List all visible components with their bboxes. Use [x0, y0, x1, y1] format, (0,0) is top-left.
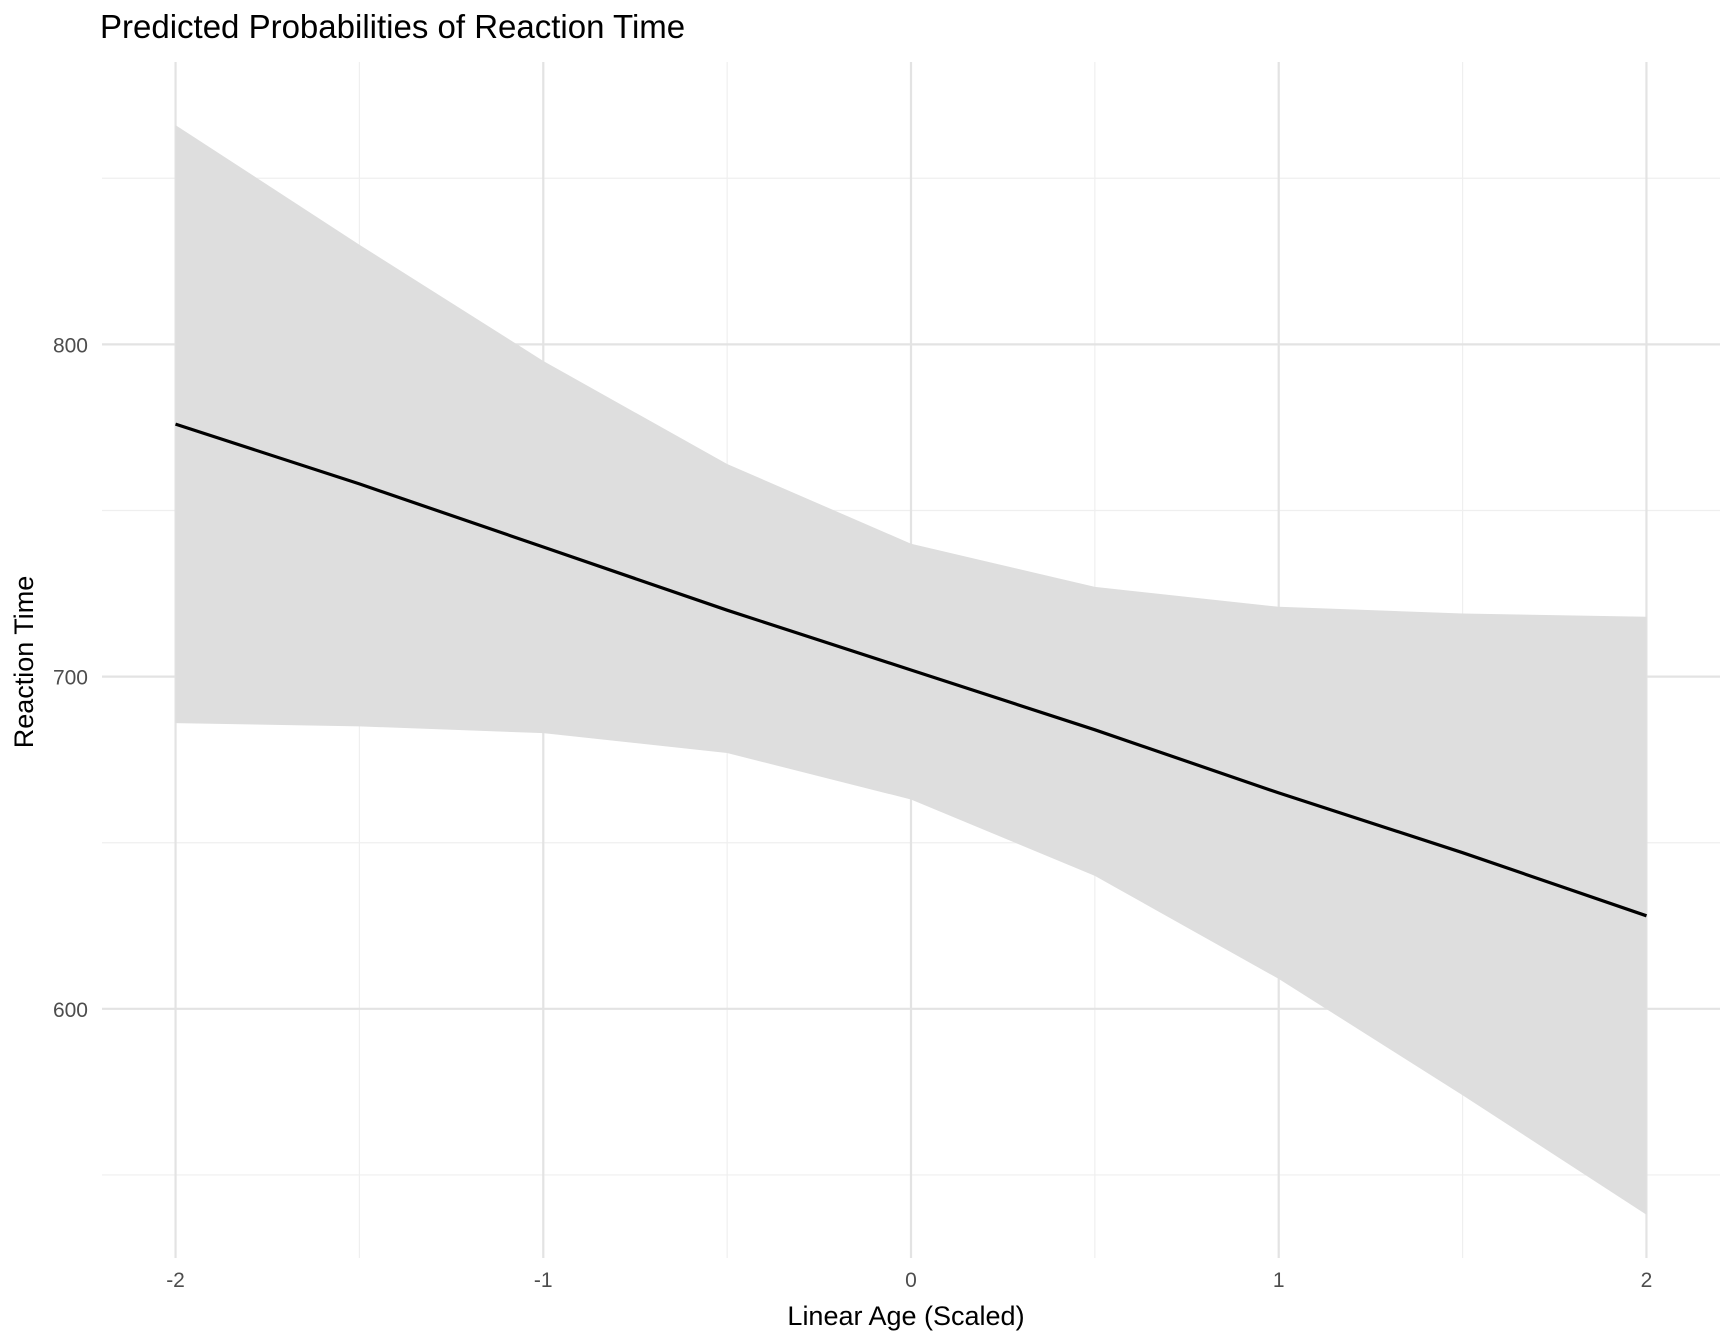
- x-tick-label: 1: [1273, 1269, 1285, 1292]
- y-axis-label: Reaction Time: [9, 576, 39, 749]
- y-tick-label: 600: [53, 999, 88, 1022]
- x-tick-label: -1: [534, 1269, 553, 1292]
- y-axis-tick-labels: 600 700 800: [53, 334, 88, 1021]
- x-tick-label: 2: [1641, 1269, 1653, 1292]
- x-axis-label: Linear Age (Scaled): [787, 1301, 1024, 1331]
- chart-title: Predicted Probabilities of Reaction Time: [100, 8, 685, 45]
- x-tick-label: 0: [905, 1269, 917, 1292]
- x-axis-tick-labels: -2 -1 0 1 2: [166, 1269, 1652, 1292]
- y-tick-label: 700: [53, 667, 88, 690]
- y-tick-label: 800: [53, 334, 88, 357]
- prediction-line: [175, 422, 1648, 918]
- x-tick-label: -2: [166, 1269, 185, 1292]
